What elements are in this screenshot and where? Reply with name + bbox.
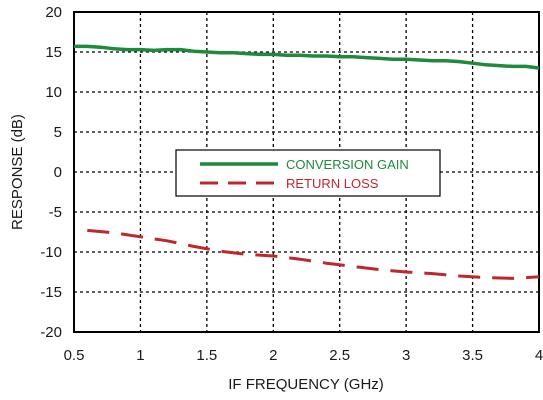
legend: CONVERSION GAIN RETURN LOSS xyxy=(175,149,441,197)
y-tick-label: -5 xyxy=(49,204,62,221)
series-line-conversion-gain xyxy=(74,44,540,70)
legend-label-return-loss: RETURN LOSS xyxy=(286,176,379,191)
y-tick-label: 15 xyxy=(45,44,62,61)
series-lines xyxy=(74,44,540,280)
x-tick-label: 2 xyxy=(269,347,277,364)
x-axis-title: IF FREQUENCY (GHz) xyxy=(228,376,384,393)
y-tick-label: 5 xyxy=(54,124,62,141)
x-tick-label: 1 xyxy=(136,347,144,364)
y-tick-label: -10 xyxy=(40,244,62,261)
y-tick-label: -15 xyxy=(40,284,62,301)
grid xyxy=(74,12,539,332)
series-line-return-loss xyxy=(87,228,540,280)
x-tick-label: 4 xyxy=(535,347,543,364)
y-axis-title: RESPONSE (dB) xyxy=(9,114,26,230)
x-tick-label: 3 xyxy=(402,347,410,364)
y-tick-label: -20 xyxy=(40,324,62,341)
legend-box xyxy=(175,149,441,197)
x-tick-label: 3.5 xyxy=(462,347,483,364)
x-tick-label: 0.5 xyxy=(64,347,85,364)
y-tick-label: 0 xyxy=(54,164,62,181)
y-tick-labels: -20 -15 -10 -5 0 5 10 15 20 xyxy=(40,4,62,341)
y-tick-label: 20 xyxy=(45,4,62,21)
y-tick-label: 10 xyxy=(45,84,62,101)
x-tick-labels: 0.5 1 1.5 2 2.5 3 3.5 4 xyxy=(64,347,543,364)
plot-area-frame xyxy=(73,11,540,333)
legend-label-conversion-gain: CONVERSION GAIN xyxy=(286,157,409,172)
x-tick-label: 1.5 xyxy=(196,347,217,364)
x-tick-label: 2.5 xyxy=(329,347,350,364)
